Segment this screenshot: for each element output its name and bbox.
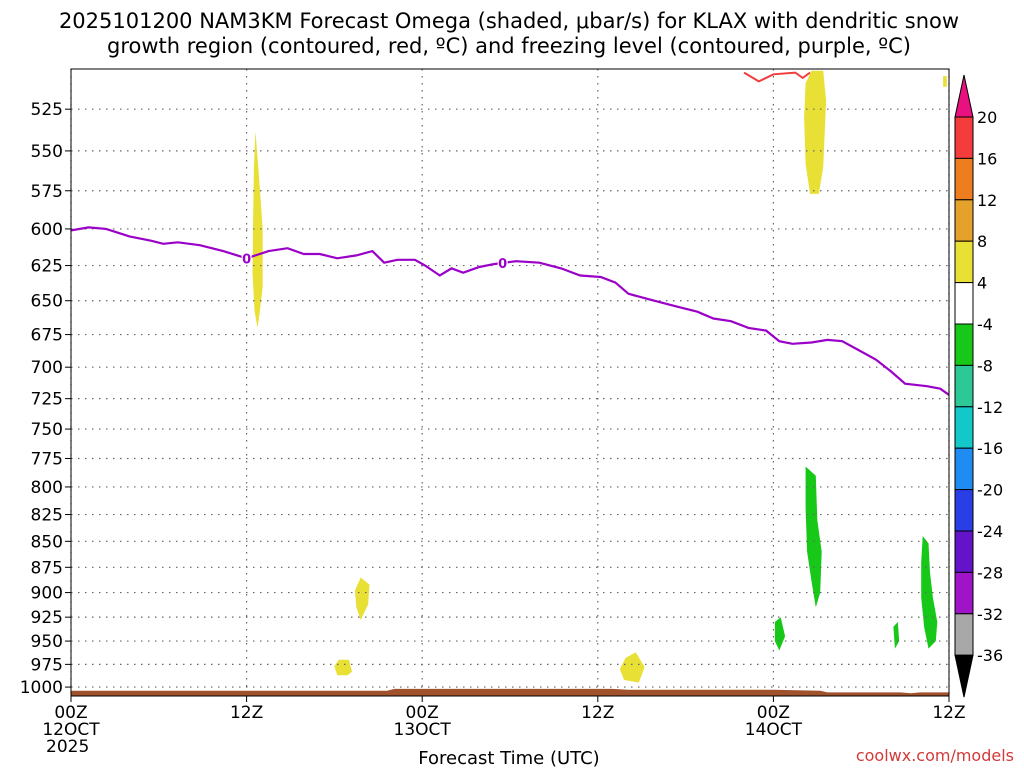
colorbar-label-4: 4 bbox=[977, 274, 987, 293]
freezing-level-label-1: 0 bbox=[498, 257, 507, 272]
x-tick-label-24-1: 13OCT bbox=[394, 720, 452, 740]
colorbar-label-9: -20 bbox=[977, 481, 1003, 500]
y-tick-label-975: 975 bbox=[31, 655, 63, 675]
freezing-level-label-0: 0 bbox=[242, 252, 251, 267]
omega-region-6 bbox=[657, 456, 742, 588]
y-tick-label-900: 900 bbox=[31, 584, 63, 604]
omega-region-0 bbox=[252, 131, 263, 328]
y-tick-label-950: 950 bbox=[31, 632, 63, 652]
colorbar-label-10: -24 bbox=[977, 522, 1003, 541]
y-tick-label-525: 525 bbox=[31, 100, 63, 120]
y-tick-label-675: 675 bbox=[31, 326, 63, 346]
omega-region-5 bbox=[943, 76, 947, 87]
y-axis: 525 550 575 600 625 650 675 700 725 750 775 800 825 8… bbox=[20, 100, 71, 698]
colorbar-label-13: -36 bbox=[977, 646, 1003, 665]
omega-region-9 bbox=[748, 347, 949, 686]
colorbar-bin-8 bbox=[954, 406, 974, 449]
colorbar-bin-7 bbox=[954, 364, 974, 408]
colorbar-label-11: -28 bbox=[977, 563, 1003, 582]
y-tick-label-800: 800 bbox=[31, 478, 63, 498]
colorbar-label-7: -12 bbox=[977, 398, 1003, 417]
colorbar-bin-2 bbox=[954, 157, 974, 201]
colorbar-bin-3 bbox=[954, 199, 974, 242]
x-tick-label-12-0: 12Z bbox=[230, 703, 263, 723]
colorbar-bin-5 bbox=[954, 282, 974, 325]
dgz-line bbox=[743, 71, 811, 83]
omega-region-3 bbox=[334, 659, 352, 676]
freezing-level-line bbox=[71, 226, 949, 396]
y-tick-label-850: 850 bbox=[31, 532, 63, 552]
colorbar-bin-11 bbox=[954, 530, 974, 573]
colorbar-bin-12 bbox=[954, 571, 974, 615]
y-tick-label-875: 875 bbox=[31, 558, 63, 578]
omega-region-1 bbox=[804, 70, 827, 194]
x-tick-label-0-1: 12OCT bbox=[42, 720, 100, 740]
colorbar-bin-1 bbox=[954, 116, 974, 159]
x-tick-label-48-0: 00Z bbox=[757, 703, 790, 723]
y-tick-label-750: 750 bbox=[31, 420, 63, 440]
x-tick-label-36-0: 12Z bbox=[581, 703, 614, 723]
x-tick-label-60-0: 12Z bbox=[932, 703, 965, 723]
colorbar-bottom-arrow bbox=[954, 654, 974, 698]
omega-region-10 bbox=[805, 466, 822, 608]
omega-hole-0 bbox=[837, 486, 848, 536]
credit-text: coolwx.com/models bbox=[856, 746, 1014, 765]
y-tick-label-775: 775 bbox=[31, 449, 63, 469]
colorbar-label-0: 20 bbox=[977, 108, 997, 127]
colorbar-label-6: -8 bbox=[977, 356, 993, 375]
y-tick-label-1000: 1000 bbox=[20, 678, 63, 698]
omega-region-2 bbox=[354, 577, 370, 621]
colorbar-label-8: -16 bbox=[977, 439, 1003, 458]
x-tick-label-0-0: 00Z bbox=[54, 703, 87, 723]
colorbar-top-arrow bbox=[954, 74, 974, 118]
terrain-fill bbox=[71, 688, 949, 696]
colorbar-bin-10 bbox=[954, 489, 974, 532]
colorbar-label-12: -32 bbox=[977, 605, 1003, 624]
y-tick-label-925: 925 bbox=[31, 608, 63, 628]
omega-region-7 bbox=[687, 587, 705, 653]
colorbar-label-1: 16 bbox=[977, 149, 997, 168]
omega-region-8 bbox=[615, 595, 629, 618]
omega-region-4 bbox=[619, 652, 645, 683]
omega-region-11 bbox=[774, 617, 786, 651]
dgz-contour bbox=[743, 71, 811, 83]
x-tick-label-0-2: 2025 bbox=[46, 737, 89, 757]
colorbar-bin-6 bbox=[954, 323, 974, 366]
freezing-label-bg-1 bbox=[497, 254, 508, 270]
omega-hole-2 bbox=[931, 541, 942, 598]
omega-shading bbox=[252, 70, 949, 686]
omega-region-13 bbox=[893, 622, 900, 649]
x-axis-label: Forecast Time (UTC) bbox=[418, 748, 599, 768]
x-tick-label-48-1: 14OCT bbox=[745, 720, 803, 740]
terrain bbox=[71, 688, 949, 696]
colorbar: 20 16 12 8 4 -4 -8 -12 -16 -20 -24 -28 -32 -36 bbox=[954, 74, 1003, 698]
y-tick-label-575: 575 bbox=[31, 182, 63, 202]
chart-title-line1: 2025101200 NAM3KM Forecast Omega (shaded… bbox=[59, 9, 959, 33]
colorbar-label-5: -4 bbox=[977, 315, 993, 334]
y-tick-label-700: 700 bbox=[31, 358, 63, 378]
y-tick-label-625: 625 bbox=[31, 257, 63, 277]
y-tick-label-600: 600 bbox=[31, 220, 63, 240]
colorbar-label-3: 8 bbox=[977, 232, 987, 251]
omega-region-12 bbox=[921, 536, 938, 649]
freezing-label-bg-0 bbox=[241, 250, 252, 266]
colorbar-label-2: 12 bbox=[977, 191, 997, 210]
y-tick-label-550: 550 bbox=[31, 142, 63, 162]
chart-title-line2: growth region (contoured, red, ºC) and f… bbox=[107, 34, 911, 58]
colorbar-bin-4 bbox=[954, 240, 974, 284]
y-tick-label-725: 725 bbox=[31, 390, 63, 410]
colorbar-bin-9 bbox=[954, 447, 974, 491]
y-tick-label-825: 825 bbox=[31, 506, 63, 526]
omega-hole-1 bbox=[766, 470, 777, 531]
x-tick-label-24-0: 00Z bbox=[406, 703, 439, 723]
plot-frame bbox=[70, 68, 950, 697]
y-tick-label-650: 650 bbox=[31, 292, 63, 312]
colorbar-bin-13 bbox=[954, 613, 974, 656]
